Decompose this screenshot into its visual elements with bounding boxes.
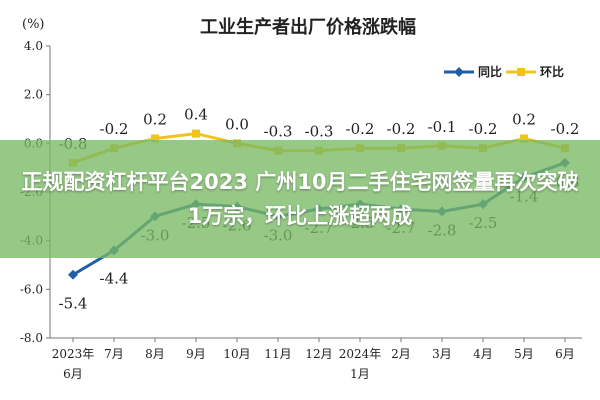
headline-banner: 正规配资杠杆平台2023 广州10月二手住宅网签量再次突破1万宗，环比上涨超两成 — [0, 140, 600, 258]
data-label-mom: 0.2 — [512, 110, 536, 128]
x-tick-label: 2023年 — [52, 347, 95, 361]
data-label-mom: 0.4 — [184, 106, 208, 124]
y-tick-label: -8.0 — [20, 331, 43, 345]
data-label-mom: -0.3 — [264, 123, 293, 141]
y-tick-label: 2.0 — [24, 88, 43, 102]
data-point-mom — [192, 129, 200, 138]
x-tick-label: 2月 — [391, 347, 411, 361]
headline-text[interactable]: 正规配资杠杆平台2023 广州10月二手住宅网签量再次突破1万宗，环比上涨超两成 — [21, 170, 579, 228]
data-label-yoy: -4.4 — [100, 269, 129, 287]
x-tick-label: 3月 — [432, 347, 452, 361]
data-label-mom: -0.2 — [100, 120, 129, 138]
data-label-mom: -0.2 — [346, 120, 375, 138]
data-label-mom: -0.2 — [551, 120, 580, 138]
data-label-mom: 0.0 — [225, 115, 249, 133]
legend-label: 环比 — [540, 64, 564, 79]
x-tick-label: 6月 — [555, 347, 575, 361]
legend-marker — [454, 67, 464, 77]
x-tick-label: 2024年 — [339, 347, 382, 361]
data-label-mom: -0.2 — [469, 120, 498, 138]
x-tick-label: 5月 — [514, 347, 534, 361]
data-label-mom: -0.1 — [428, 118, 457, 136]
data-label-yoy: -5.4 — [59, 295, 88, 313]
data-label-mom: -0.2 — [387, 120, 416, 138]
data-point-mom — [151, 134, 159, 143]
x-tick-label: 12月 — [305, 347, 332, 361]
data-label-mom: 0.2 — [143, 110, 167, 128]
y-axis-unit: (%) — [22, 17, 45, 32]
x-tick-label: 10月 — [223, 347, 250, 361]
x-tick-label: 6月 — [63, 367, 83, 381]
data-label-mom: -0.3 — [305, 123, 334, 141]
y-tick-label: 4.0 — [24, 39, 43, 53]
x-tick-label: 8月 — [145, 347, 165, 361]
x-tick-label: 1月 — [350, 367, 370, 381]
chart-title: 工业生产者出厂价格涨跌幅 — [200, 16, 416, 38]
data-point-mom — [520, 134, 528, 143]
legend-marker — [517, 68, 525, 76]
x-tick-label: 7月 — [104, 347, 124, 361]
legend-label: 同比 — [478, 64, 502, 79]
x-tick-label: 9月 — [186, 347, 206, 361]
x-tick-label: 4月 — [473, 347, 493, 361]
x-tick-label: 11月 — [264, 347, 291, 361]
y-tick-label: -6.0 — [20, 282, 43, 296]
